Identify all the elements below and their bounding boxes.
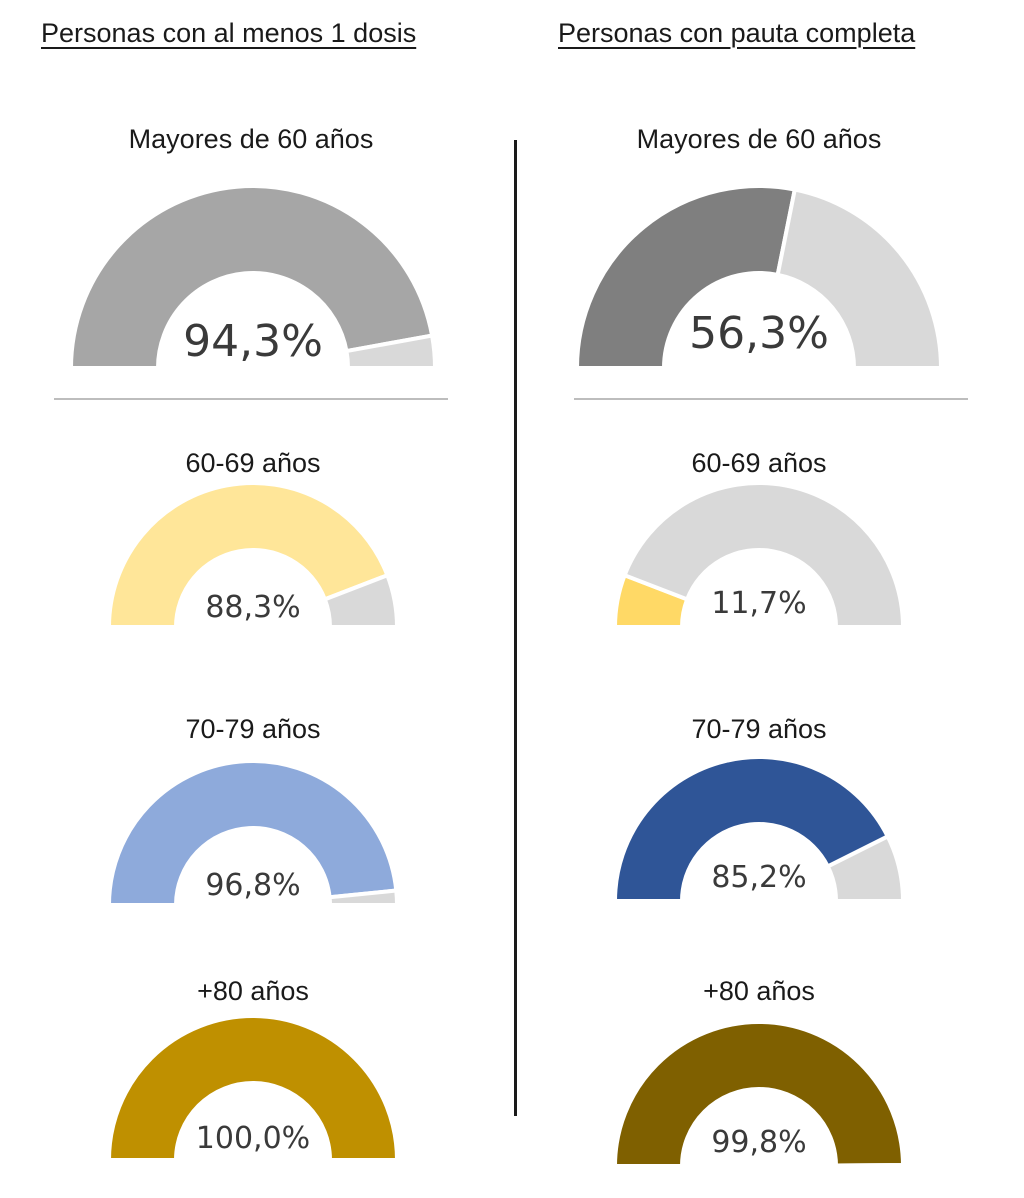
gauge-remainder-segment [327, 888, 400, 907]
gauge-title-first-dose-60plus: Mayores de 60 años [128, 124, 374, 154]
gauge-filled-segment [612, 1020, 906, 1168]
section-separator-right [574, 398, 968, 400]
gauge-remainder-segment [622, 481, 906, 629]
gauge-remainder-segment [322, 572, 400, 629]
gauge-value-label: 56,3% [689, 308, 829, 359]
gauge-title-full-schedule-80plus: +80 años [703, 976, 815, 1006]
gauge-value-label: 99,8% [711, 1125, 806, 1160]
gauge-value-label: 88,3% [205, 590, 300, 625]
gauge-title-full-schedule-70-79: 70-79 años [691, 714, 827, 744]
gauge-remainder-segment [833, 1163, 906, 1168]
gauge-value-label: 100,0% [196, 1121, 310, 1156]
gauge-filled-segment [68, 184, 435, 370]
column-heading-full-schedule: Personas con pauta completa [558, 18, 916, 48]
gauge-value-label: 11,7% [711, 586, 806, 621]
column-divider [514, 140, 517, 1116]
gauge-remainder-segment [344, 333, 438, 370]
gauge-filled-segment [106, 1014, 400, 1162]
gauge-value-label: 94,3% [183, 316, 323, 367]
gauge-filled-segment [612, 755, 891, 903]
gauge-filled-segment [106, 759, 399, 907]
column-heading-first-dose: Personas con al menos 1 dosis [41, 18, 417, 48]
gauge-value-label: 85,2% [711, 860, 806, 895]
gauge-title-first-dose-60-69: 60-69 años [185, 448, 321, 478]
gauge-filled-segment [574, 184, 798, 370]
gauge-remainder-segment [775, 187, 944, 370]
gauge-value-label: 96,8% [205, 868, 300, 903]
gauge-remainder-segment [825, 833, 906, 903]
gauge-filled-segment [612, 572, 690, 629]
section-separator-left [54, 398, 448, 400]
gauge-title-first-dose-80plus: +80 años [197, 976, 309, 1006]
gauge-title-first-dose-70-79: 70-79 años [185, 714, 321, 744]
gauge-filled-segment [106, 481, 390, 629]
gauge-title-full-schedule-60plus: Mayores de 60 años [636, 124, 882, 154]
gauge-title-full-schedule-60-69: 60-69 años [691, 448, 827, 478]
